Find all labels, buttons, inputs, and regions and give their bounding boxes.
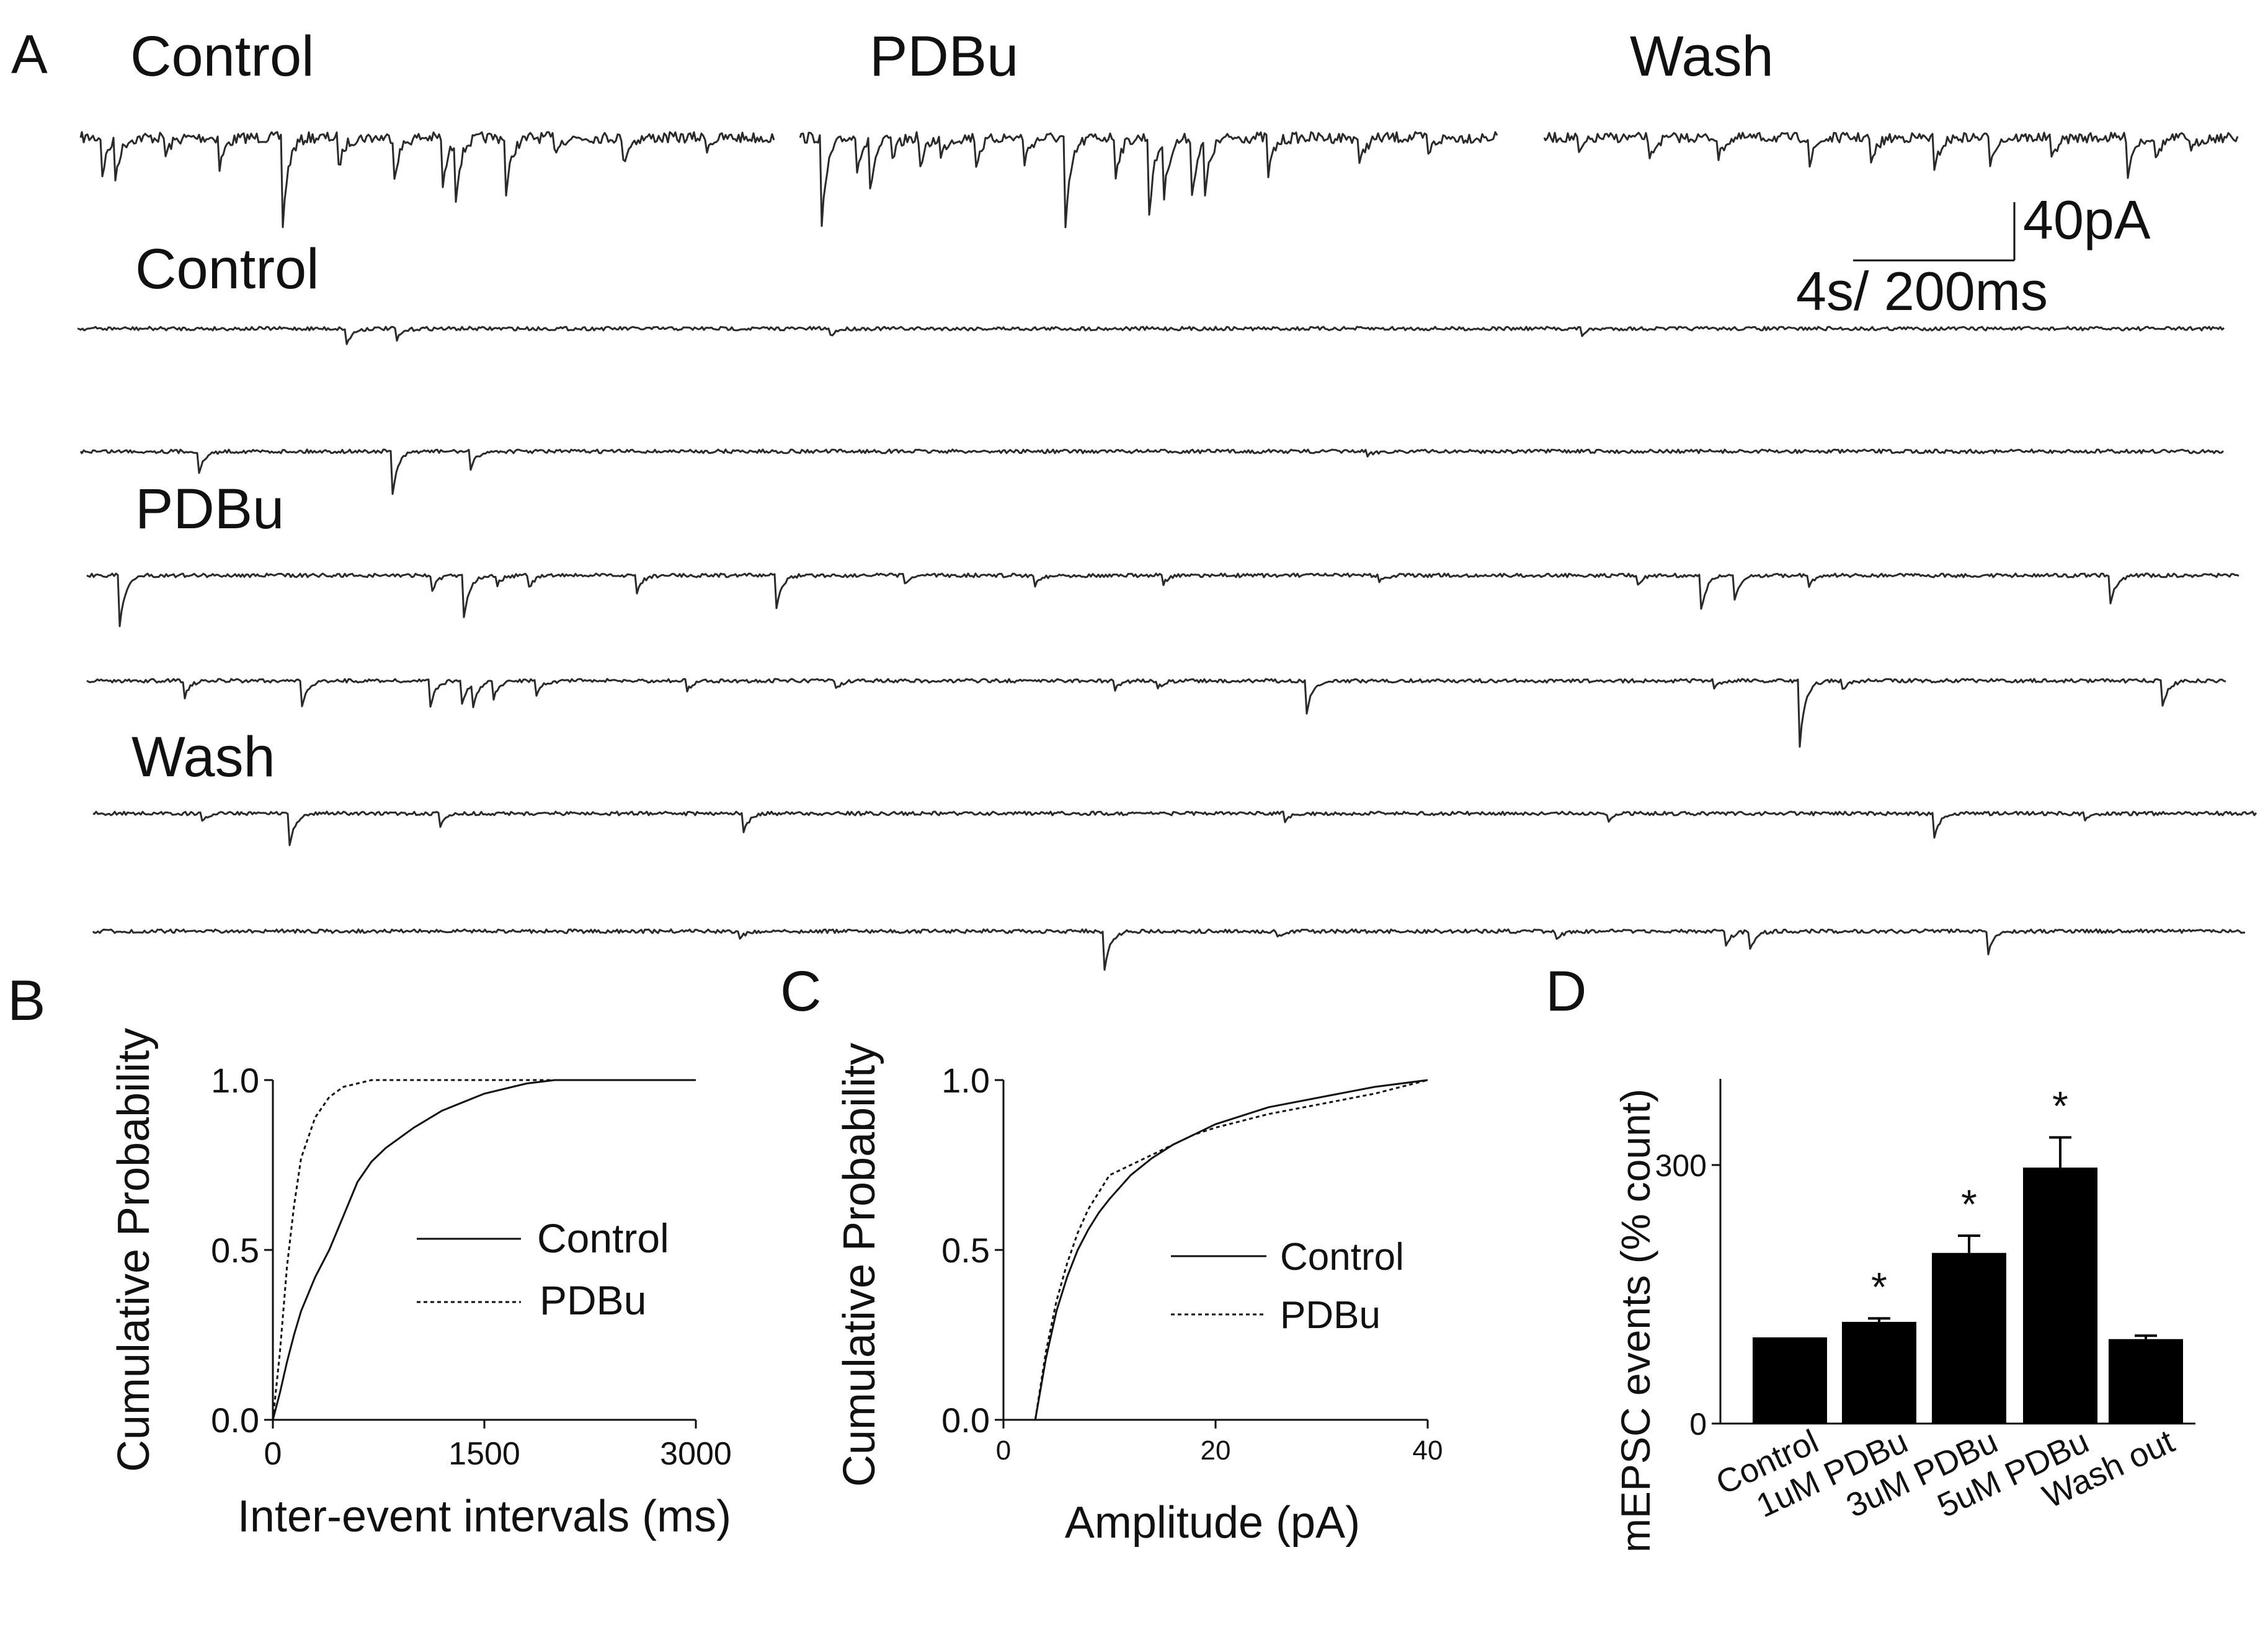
significance-marker: * (1871, 1264, 1887, 1309)
y-tick-label: 300 (1655, 1148, 1707, 1183)
panel-letter-a: A (11, 24, 48, 85)
expanded-trace-pdbu-1 (86, 572, 2239, 627)
y-tick-label: 0.0 (941, 1401, 990, 1440)
x-tick-label: 40 (1413, 1435, 1443, 1466)
y-tick-label: 0.5 (941, 1231, 990, 1270)
panel-c-y-label: Cumulative Probability (835, 1043, 884, 1487)
legend-label-pdbu: PDBu (1280, 1294, 1381, 1337)
overview-trace-pdbu (799, 131, 1498, 229)
expanded-trace-wash-2 (92, 928, 2245, 971)
panel-letter-d: D (1545, 960, 1586, 1023)
series-line-pdbu (1034, 1079, 1428, 1420)
y-tick-label: 1.0 (941, 1061, 990, 1100)
panel-c-series (1034, 1079, 1428, 1420)
expanded-trace-pdbu-2 (86, 678, 2226, 748)
expanded-trace-wash-1 (92, 810, 2257, 846)
panel-b-legend: Control PDBu (417, 1215, 669, 1323)
overview-label-control: Control (130, 25, 314, 88)
x-tick-label: 20 (1201, 1435, 1231, 1466)
y-tick-label: 1.0 (211, 1061, 259, 1100)
bar (2109, 1339, 2183, 1424)
panel-c: C Cumulative Probability Amplitude (pA) … (780, 960, 1443, 1548)
panel-letter-c: C (780, 960, 821, 1023)
legend-label-control: Control (537, 1215, 669, 1261)
overview-label-pdbu: PDBu (869, 25, 1018, 88)
panel-b: B Cumulative Probability Inter-event int… (7, 969, 732, 1541)
series-line-control (1034, 1079, 1428, 1420)
bar (1932, 1252, 2006, 1424)
panel-d-y-label: mEPSC events (% count) (1612, 1089, 1658, 1553)
bar (1753, 1337, 1827, 1424)
panel-b-y-label: Cumulative Probability (109, 1028, 159, 1472)
overview-trace-wash (1543, 131, 2239, 179)
expanded-label-control: Control (135, 237, 319, 301)
panel-d: D mEPSC events (% count) 0300Control1uM … (1545, 960, 2195, 1553)
expanded-label-wash: Wash (131, 725, 275, 789)
panel-b-ticks: 0 1500 3000 0.0 0.5 1.0 (211, 1061, 732, 1472)
y-tick-label: 0.5 (211, 1231, 259, 1270)
panel-a: A Control PDBu Wash 40pA 4s/ 200ms Contr… (11, 24, 2257, 971)
bar (2023, 1167, 2097, 1424)
significance-marker: * (2052, 1083, 2068, 1129)
x-tick-label: 3000 (660, 1436, 732, 1472)
y-tick-label: 0 (1689, 1407, 1707, 1442)
x-tick-label: 0 (996, 1435, 1011, 1466)
overview-trace-control (79, 131, 775, 228)
panel-c-x-label: Amplitude (pA) (1065, 1498, 1360, 1548)
legend-label-control: Control (1280, 1236, 1404, 1278)
overview-label-wash: Wash (1630, 25, 1774, 88)
y-tick-label: 0.0 (211, 1401, 259, 1440)
x-tick-label: 1500 (448, 1436, 520, 1472)
expanded-trace-control-1 (77, 326, 2225, 345)
panel-c-ticks: 0 20 40 0.0 0.5 1.0 (941, 1061, 1443, 1466)
panel-b-series (272, 1079, 696, 1420)
legend-label-pdbu: PDBu (540, 1277, 646, 1323)
expanded-label-pdbu: PDBu (135, 477, 284, 541)
panel-letter-b: B (7, 969, 45, 1032)
panel-c-legend: Control PDBu (1171, 1236, 1404, 1337)
expanded-trace-control-2 (79, 448, 2225, 495)
panel-b-x-label: Inter-event intervals (ms) (238, 1492, 731, 1541)
scale-bar-amplitude-label: 40pA (2023, 189, 2151, 250)
x-tick-label: 0 (264, 1436, 282, 1472)
panel-d-bars: * * * (1753, 1083, 2183, 1424)
scale-bar: 40pA 4s/ 200ms (1796, 189, 2151, 322)
significance-marker: * (1961, 1181, 1977, 1227)
series-line-pdbu (272, 1079, 696, 1420)
series-line-control (272, 1079, 696, 1420)
bar (1842, 1321, 1916, 1424)
scale-bar-time-label: 4s/ 200ms (1796, 260, 2048, 322)
